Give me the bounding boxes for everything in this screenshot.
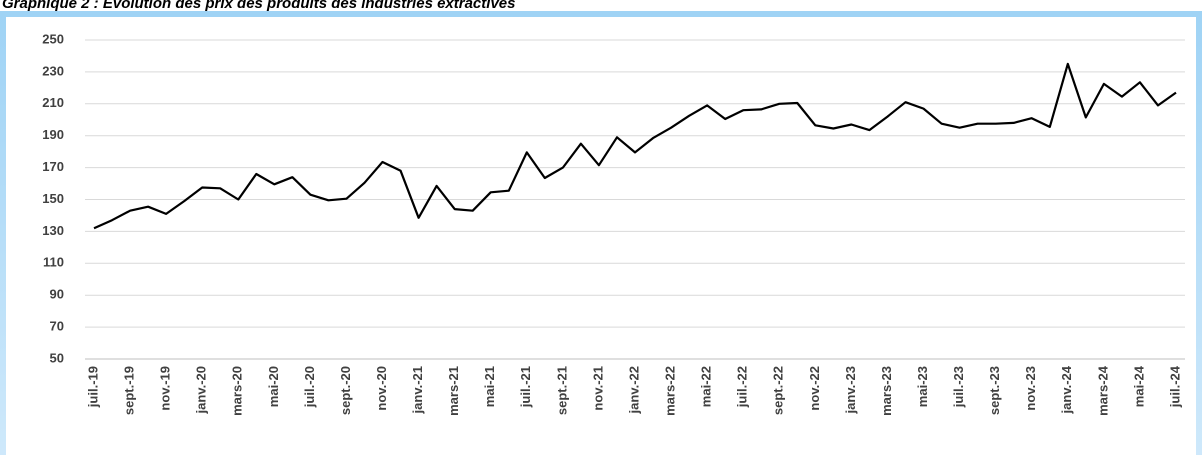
x-tick-label: juil.-23 bbox=[951, 366, 966, 408]
y-tick-label: 230 bbox=[42, 63, 64, 78]
x-tick-label: juil.-19 bbox=[85, 366, 100, 408]
y-tick-label: 130 bbox=[42, 223, 64, 238]
x-tick-label: mai-22 bbox=[699, 366, 714, 407]
y-tick-label: 170 bbox=[42, 159, 64, 174]
y-tick-label: 50 bbox=[50, 350, 64, 365]
x-tick-label: sept.-21 bbox=[554, 366, 569, 415]
y-tick-label: 190 bbox=[42, 127, 64, 142]
x-tick-label: janv.-23 bbox=[843, 366, 858, 414]
x-tick-label: nov.-23 bbox=[1023, 366, 1038, 411]
x-tick-label: janv.-24 bbox=[1059, 365, 1074, 414]
y-tick-label: 90 bbox=[50, 287, 64, 302]
y-tick-label: 210 bbox=[42, 95, 64, 110]
x-tick-label: sept.-23 bbox=[987, 366, 1002, 415]
x-tick-label: juil.-22 bbox=[735, 366, 750, 408]
line-series bbox=[93, 62, 1177, 230]
x-tick-label: mars-23 bbox=[879, 366, 894, 416]
x-tick-label: mai-23 bbox=[915, 366, 930, 407]
x-tick-label: sept.-22 bbox=[771, 366, 786, 415]
x-tick-label: mars-24 bbox=[1095, 365, 1110, 416]
x-tick-label: mai-24 bbox=[1131, 365, 1146, 407]
x-tick-label: mars-21 bbox=[446, 366, 461, 416]
x-tick-label: sept.-20 bbox=[338, 366, 353, 415]
x-tick-label: sept.-19 bbox=[122, 366, 137, 415]
x-tick-label: nov.-20 bbox=[374, 366, 389, 411]
x-tick-label: mars-20 bbox=[230, 366, 245, 416]
y-tick-label: 250 bbox=[42, 31, 64, 46]
x-tick-label: mars-22 bbox=[663, 366, 678, 416]
x-tick-label: janv.-21 bbox=[410, 366, 425, 414]
x-tick-label: juil.-20 bbox=[302, 366, 317, 408]
x-tick-label: nov.-19 bbox=[158, 366, 173, 411]
x-tick-label: juil.-21 bbox=[518, 366, 533, 408]
x-tick-label: juil.-24 bbox=[1167, 365, 1182, 408]
x-tick-label: janv.-22 bbox=[626, 366, 641, 414]
chart-title: Graphique 2 : Évolution des prix des pro… bbox=[2, 0, 515, 12]
y-tick-label: 70 bbox=[50, 319, 64, 334]
y-tick-label: 150 bbox=[42, 191, 64, 206]
x-tick-label: nov.-21 bbox=[590, 366, 605, 411]
x-tick-label: nov.-22 bbox=[807, 366, 822, 411]
x-tick-label: mai-20 bbox=[266, 366, 281, 407]
y-tick-label: 110 bbox=[43, 255, 64, 270]
x-tick-label: mai-21 bbox=[482, 366, 497, 407]
x-tick-label: janv.-20 bbox=[194, 366, 209, 414]
frame bbox=[0, 11, 1202, 455]
